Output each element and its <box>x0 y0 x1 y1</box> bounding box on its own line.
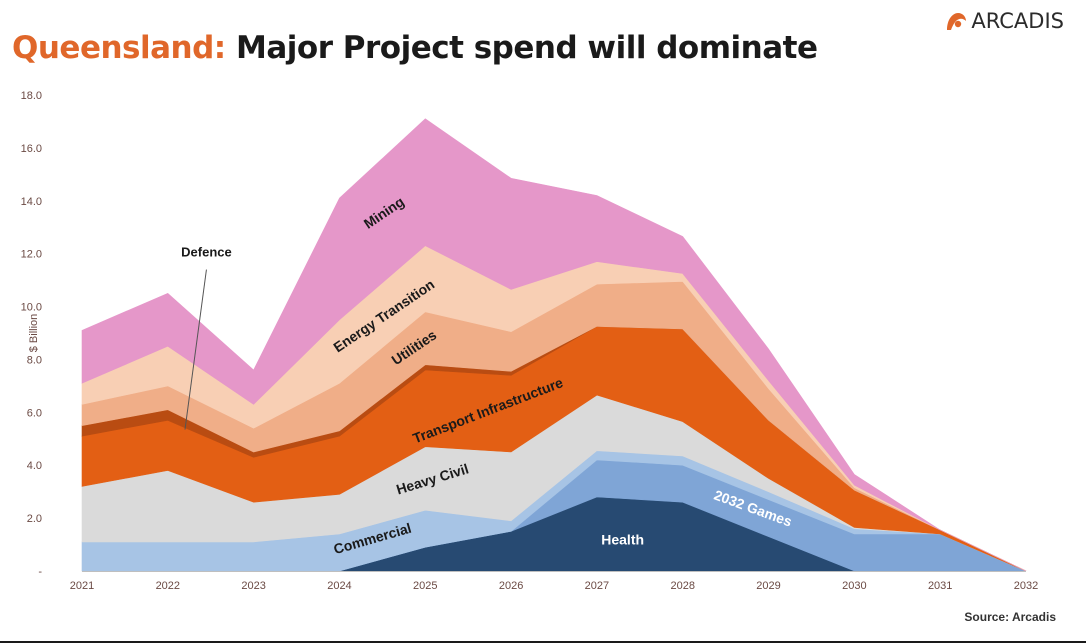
arcadis-logo: ARCADIS <box>945 9 1064 33</box>
page-title: Queensland: Major Project spend will dom… <box>12 30 818 66</box>
x-tick-label: 2023 <box>241 580 265 592</box>
y-tick-label: 18.0 <box>21 90 42 102</box>
y-axis-label: $ Billion <box>28 314 40 353</box>
x-tick-label: 2029 <box>756 580 780 592</box>
y-tick-label: 14.0 <box>21 196 42 208</box>
arcadis-logo-icon <box>947 13 967 30</box>
area-mining <box>81 118 1027 572</box>
y-tick-label: 16.0 <box>21 143 42 155</box>
bottom-divider <box>0 641 1086 643</box>
logo-wordmark: ARCADIS <box>971 9 1064 33</box>
source-note: Source: Arcadis <box>964 610 1056 624</box>
label-defence: Defence <box>181 244 232 259</box>
x-tick-label: 2022 <box>156 580 180 592</box>
y-tick-label: - <box>38 566 42 578</box>
title-rest: Major Project spend will dominate <box>236 30 818 66</box>
x-tick-label: 2030 <box>842 580 866 592</box>
y-tick-label: 6.0 <box>27 407 42 419</box>
x-tick-label: 2024 <box>327 580 351 592</box>
y-tick-label: 12.0 <box>21 249 42 261</box>
y-tick-label: 8.0 <box>27 354 42 366</box>
x-tick-label: 2026 <box>499 580 523 592</box>
label-health: Health <box>601 532 644 548</box>
title-accent: Queensland: <box>12 30 226 66</box>
x-tick-label: 2028 <box>670 580 694 592</box>
x-tick-label: 2027 <box>585 580 609 592</box>
y-tick-label: 4.0 <box>27 460 42 472</box>
x-tick-label: 2021 <box>70 580 94 592</box>
x-tick-label: 2032 <box>1014 580 1038 592</box>
y-tick-label: 10.0 <box>21 302 42 314</box>
y-tick-label: 2.0 <box>27 513 42 525</box>
x-tick-label: 2031 <box>928 580 952 592</box>
x-tick-label: 2025 <box>413 580 437 592</box>
leader-line-defence <box>184 269 207 430</box>
